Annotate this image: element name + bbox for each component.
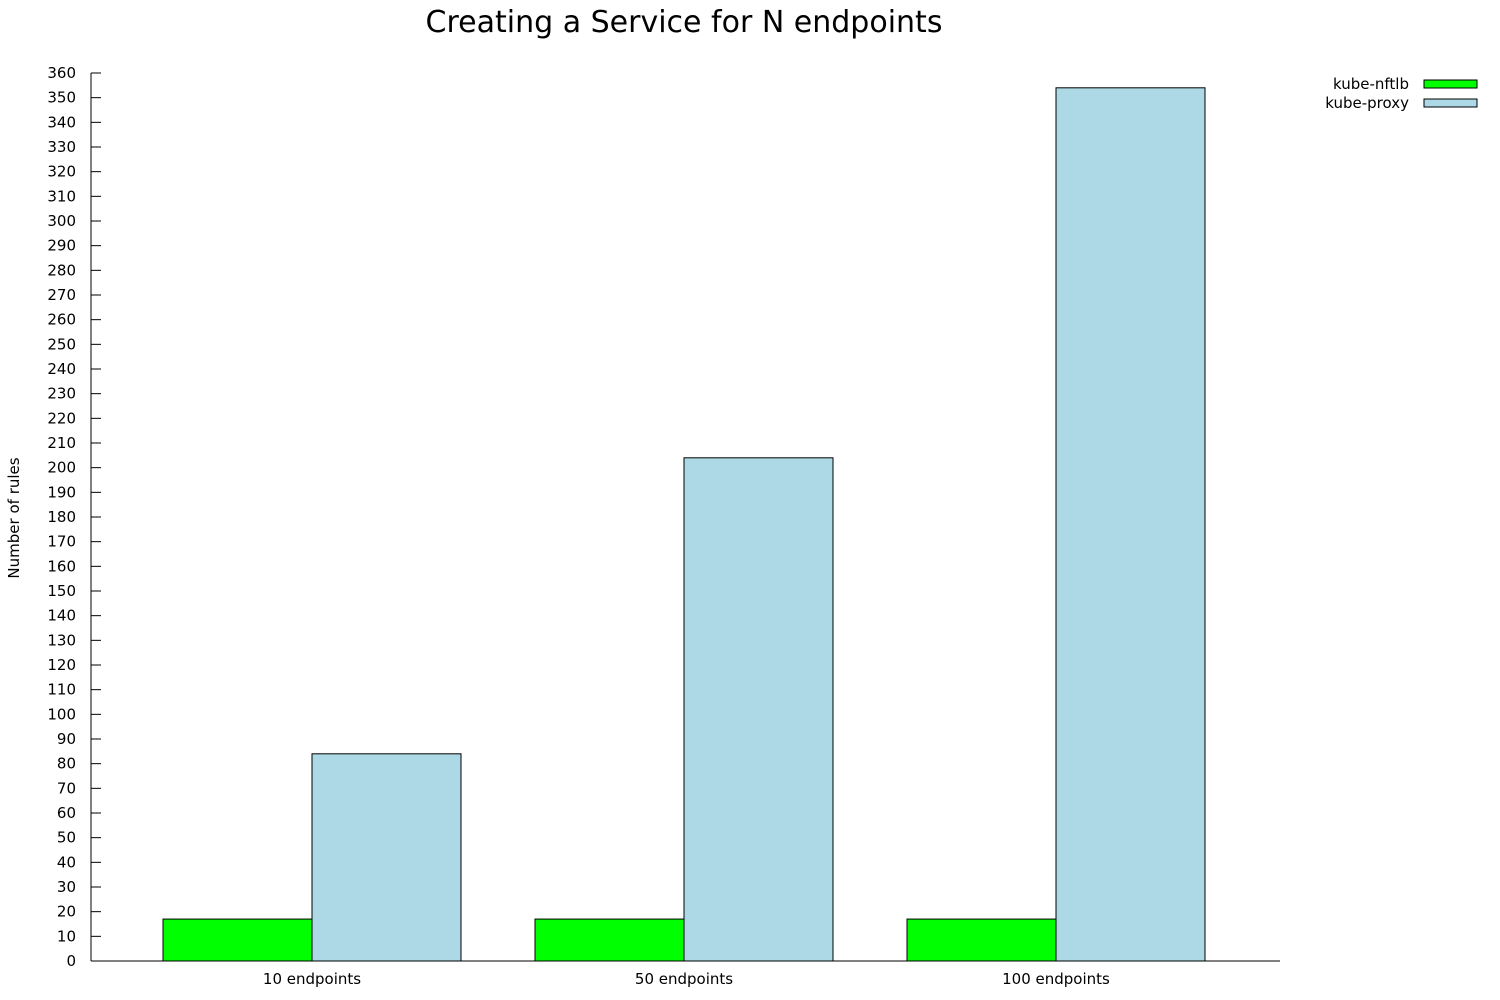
chart-title: Creating a Service for N endpoints [426, 5, 943, 40]
bar-kube-nftlb-2 [906, 918, 1057, 962]
y-tick-label: 220 [47, 409, 76, 427]
y-tick-label: 80 [57, 755, 76, 773]
bar-kube-proxy-2 [1055, 87, 1206, 962]
y-tick-label: 330 [47, 138, 76, 156]
y-tick-label: 150 [47, 582, 76, 600]
y-tick-label: 140 [47, 607, 76, 625]
y-tick-label: 190 [47, 483, 76, 501]
y-axis-ticks: 0 10 20 30 40 50 60 70 80 90 100 110 120 130 140 150 160… [47, 64, 101, 970]
y-tick-label: 350 [47, 89, 76, 107]
y-tick-label: 260 [47, 311, 76, 329]
legend-label-kube-proxy: kube-proxy [1325, 94, 1409, 112]
x-tick-label: 10 endpoints [263, 970, 361, 988]
y-tick-label: 270 [47, 286, 76, 304]
legend-label-kube-nftlb: kube-nftlb [1333, 75, 1409, 93]
bar-kube-nftlb-1 [534, 918, 685, 962]
bar-kube-nftlb-0 [162, 918, 313, 962]
y-tick-label: 30 [57, 878, 76, 896]
y-tick-label: 60 [57, 804, 76, 822]
y-axis-label: Number of rules [5, 457, 23, 578]
legend-swatch-kube-proxy [1423, 98, 1478, 108]
y-tick-label: 240 [47, 360, 76, 378]
y-tick-label: 230 [47, 385, 76, 403]
y-tick-label: 100 [47, 705, 76, 723]
x-tick-label: 100 endpoints [1002, 970, 1110, 988]
y-tick-label: 40 [57, 853, 76, 871]
bar-kube-proxy-0 [311, 753, 462, 962]
y-tick-label: 50 [57, 829, 76, 847]
axes [90, 73, 1280, 962]
y-tick-label: 280 [47, 261, 76, 279]
y-tick-label: 90 [57, 730, 76, 748]
y-tick-label: 210 [47, 434, 76, 452]
y-tick-label: 110 [47, 681, 76, 699]
bars [162, 87, 1206, 962]
y-tick-label: 160 [47, 557, 76, 575]
y-tick-label: 290 [47, 237, 76, 255]
y-tick-label: 70 [57, 779, 76, 797]
y-tick-label: 0 [66, 952, 76, 970]
y-tick-label: 20 [57, 903, 76, 921]
x-axis-tick-labels: 10 endpoints 50 endpoints 100 endpoints [263, 970, 1110, 988]
x-tick-label: 50 endpoints [635, 970, 733, 988]
y-tick-label: 310 [47, 187, 76, 205]
bar-kube-proxy-1 [683, 457, 834, 962]
y-tick-label: 300 [47, 212, 76, 230]
y-tick-label: 340 [47, 113, 76, 131]
y-tick-label: 360 [47, 64, 76, 82]
y-tick-label: 10 [57, 927, 76, 945]
y-tick-label: 200 [47, 459, 76, 477]
y-tick-label: 250 [47, 335, 76, 353]
y-tick-label: 130 [47, 631, 76, 649]
legend-swatch-kube-nftlb [1423, 79, 1478, 89]
y-tick-label: 320 [47, 163, 76, 181]
y-tick-label: 170 [47, 533, 76, 551]
y-tick-label: 120 [47, 656, 76, 674]
y-tick-label: 180 [47, 508, 76, 526]
